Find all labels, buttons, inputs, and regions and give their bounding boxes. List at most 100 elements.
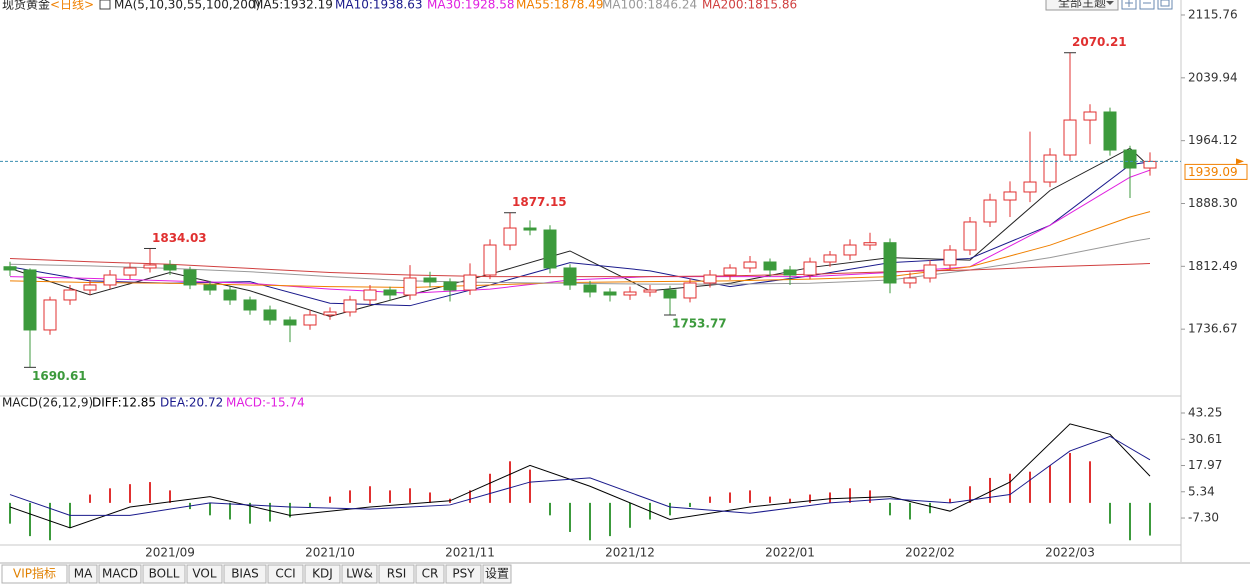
candle-body: [1103, 111, 1117, 151]
tab-label: PSY: [452, 567, 475, 581]
histogram-bar: [809, 494, 811, 503]
last-price-box: [1184, 163, 1248, 180]
tab[interactable]: MA: [68, 564, 98, 584]
dropdown-arrow: [1106, 1, 1114, 5]
tab[interactable]: CCI: [267, 564, 304, 584]
candle-body: [543, 229, 557, 269]
candle-body: [103, 274, 117, 286]
candle-body: [943, 249, 957, 266]
candle-body: [823, 254, 837, 263]
y-tick-label: 5.34: [1188, 484, 1215, 498]
indicator-icon[interactable]: [99, 0, 111, 10]
button-frame: [1045, 0, 1119, 11]
histogram-bar: [229, 502, 231, 520]
y-tick-label: -7.30: [1188, 511, 1219, 525]
indicator-line: [9, 435, 1151, 516]
tab[interactable]: VIP指标: [1, 564, 68, 584]
candle-body: [903, 277, 917, 284]
tab-frame: [378, 564, 415, 584]
indicator-label: MA(5,10,30,55,100,200): [114, 0, 260, 12]
histogram-bar: [289, 502, 291, 518]
last-price-marker: [1236, 158, 1244, 165]
histogram-bar: [989, 477, 991, 503]
histogram-bar: [9, 502, 11, 524]
tab-label: VIP指标: [13, 566, 56, 581]
candle-body: [723, 267, 737, 276]
histogram-bar: [209, 502, 211, 516]
tab-label: CCI: [275, 567, 295, 581]
tab[interactable]: RSI: [378, 564, 415, 584]
candle-body: [983, 199, 997, 223]
histogram-bar: [129, 484, 131, 503]
candle-body: [283, 319, 297, 326]
tab[interactable]: BOLL: [142, 564, 186, 584]
tab-frame: [186, 564, 223, 584]
theme-button[interactable]: 全部主题: [1045, 0, 1119, 11]
candle-body: [23, 269, 37, 331]
histogram-bar: [109, 488, 111, 503]
tab-frame: [98, 564, 142, 584]
candle-body: [883, 242, 897, 284]
tab[interactable]: KDJ: [304, 564, 341, 584]
histogram-bar: [729, 492, 731, 503]
candle-body: [123, 267, 137, 276]
histogram-bar: [49, 502, 51, 541]
candle-body: [503, 227, 517, 246]
candle-body: [323, 311, 337, 316]
tab-frame: [68, 564, 98, 584]
histogram-bar: [1009, 473, 1011, 503]
legend-entry: MA10:1938.63: [335, 0, 423, 12]
tab-label: CR: [422, 567, 439, 581]
candle-body: [143, 264, 157, 269]
tab[interactable]: VOL: [186, 564, 223, 584]
candle-body: [1083, 111, 1097, 121]
histogram-bar: [589, 502, 591, 541]
y-tick-label: 1888.30: [1188, 196, 1238, 210]
y-tick-label: 1812.49: [1188, 259, 1238, 273]
histogram-bar: [269, 502, 271, 522]
low-label: 1690.61: [32, 369, 87, 383]
tab[interactable]: 设置: [482, 564, 512, 584]
tab[interactable]: MACD: [98, 564, 142, 584]
candle-body: [43, 299, 57, 331]
candle-body: [63, 289, 77, 301]
reset[interactable]: [1157, 0, 1173, 10]
histogram-bar: [909, 502, 911, 520]
candle-body: [1063, 119, 1077, 156]
candle-body: [683, 282, 697, 299]
tab-frame: [482, 564, 512, 584]
tab[interactable]: LW&: [341, 564, 378, 584]
histogram-bar: [569, 502, 571, 532]
candle-body: [763, 261, 777, 271]
tab-label: RSI: [387, 567, 407, 581]
candle-body: [223, 289, 237, 301]
histogram-bar: [429, 492, 431, 503]
high-label: 2070.21: [1072, 35, 1127, 49]
candle-body: [623, 291, 637, 296]
indicator-line: [9, 257, 1151, 278]
zoom-out[interactable]: [1139, 0, 1155, 10]
tab[interactable]: CR: [415, 564, 445, 584]
tab-frame: [415, 564, 445, 584]
tab[interactable]: PSY: [445, 564, 482, 584]
tab-frame: [304, 564, 341, 584]
y-tick-label: 2115.76: [1188, 7, 1238, 21]
candle-body: [1003, 191, 1017, 201]
legend-entry: MA100:1846.24: [602, 0, 697, 12]
legend-entry: DEA:20.72: [160, 396, 223, 410]
high-label: 1877.15: [512, 195, 567, 209]
tab-label: LW&: [346, 567, 373, 581]
candle-body: [663, 289, 677, 299]
legend-entry: MACD:-15.74: [226, 396, 305, 410]
histogram-bar: [609, 502, 611, 537]
histogram-bar: [1029, 471, 1031, 503]
tab[interactable]: BIAS: [223, 564, 267, 584]
high-label: 1834.03: [152, 231, 207, 245]
candle-body: [183, 269, 197, 286]
x-tick-label: 2022/02: [905, 546, 955, 560]
histogram-bar: [249, 502, 251, 524]
x-tick-label: 2022/01: [765, 546, 815, 560]
tab-label: VOL: [192, 567, 216, 581]
y-tick-label: 1964.12: [1188, 133, 1238, 147]
candle-body: [583, 284, 597, 293]
